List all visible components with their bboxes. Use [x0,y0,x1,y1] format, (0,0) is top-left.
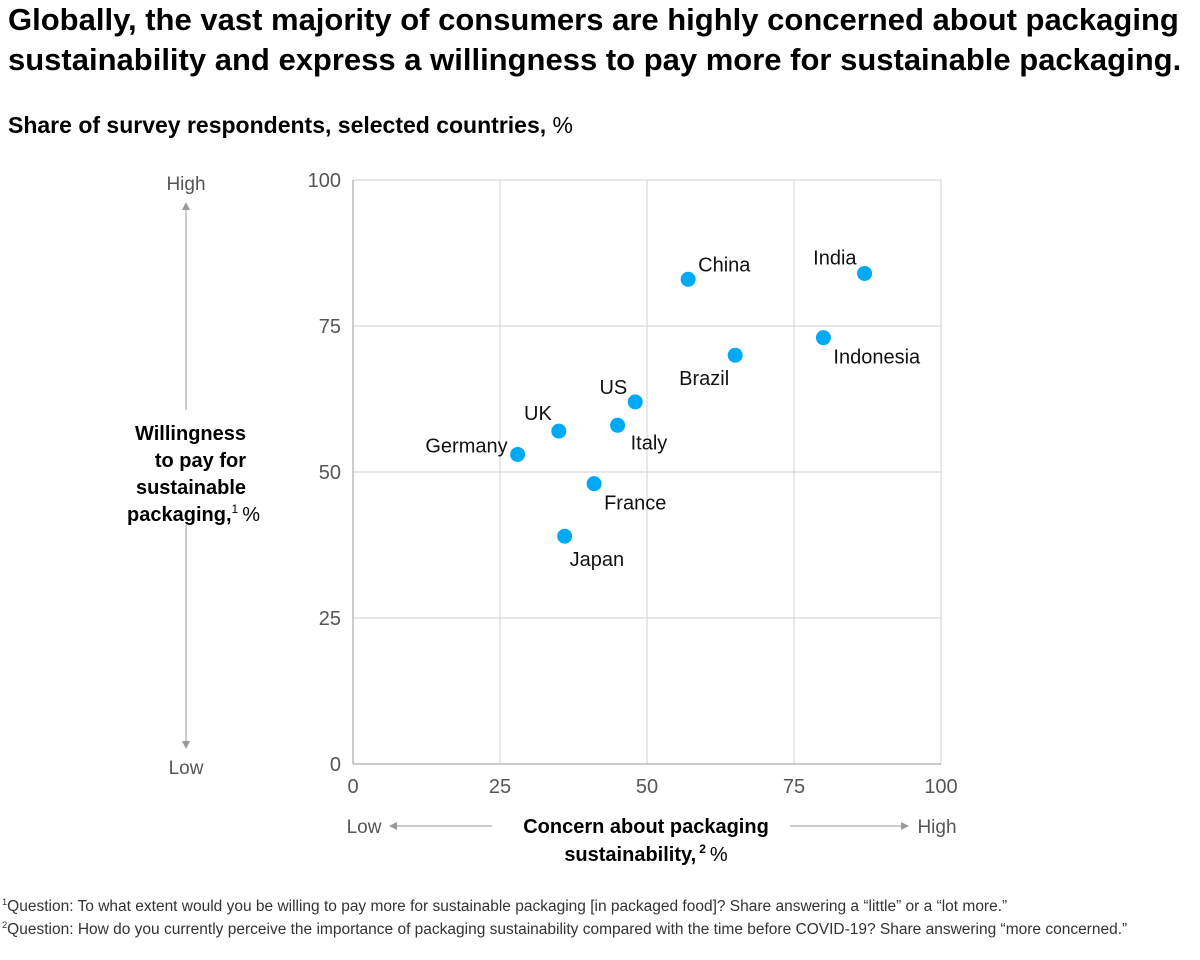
footnote-1: 1Question: To what extent would you be w… [2,893,1192,916]
y-tick-label-75: 75 [319,316,341,338]
data-point-uk [551,423,567,439]
chart-subtitle-text: Share of survey respondents, selected co… [8,112,547,138]
chart-title-line-1: Globally, the vast majority of consumers… [8,2,1179,37]
chart-subtitle: Share of survey respondents, selected co… [8,112,573,139]
y-axis-title: Willingness to pay for sustainable packa… [127,423,260,526]
data-label-india: India [813,247,857,269]
data-point-germany [510,446,526,462]
x-tick-label-0: 0 [347,776,358,798]
x-tick-label-100: 100 [924,776,957,798]
x-axis-title: Concern about packaging sustainability, 2… [523,816,769,866]
x-axis-title-line-1: Concern about packaging [523,816,769,838]
y-axis-title-line-2: to pay for [155,450,246,472]
footnote-1-text: Question: To what extent would you be wi… [7,898,1008,916]
data-label-uk: UK [524,403,552,425]
chart-title: Globally, the vast majority of consumers… [8,0,1198,80]
y-axis-low-label: Low [169,758,204,779]
data-point-indonesia [815,330,831,346]
y-tick-label-50: 50 [319,462,341,484]
y-axis-title-word: packaging, [127,504,231,526]
data-label-china: China [698,254,751,276]
y-axis-title-line-4: packaging,1% [127,502,260,526]
data-label-france: France [604,493,666,515]
footnote-2-marker: 2 [2,920,8,931]
y-tick-label-100: 100 [308,170,341,192]
y-axis-title-unit: % [242,504,260,526]
x-tick-label-25: 25 [489,776,511,798]
y-tick-label-25: 25 [319,608,341,630]
data-point-china [680,271,696,287]
data-point-france [586,476,602,492]
y-tick-label-0: 0 [330,754,341,776]
footnote-1-marker: 1 [2,897,8,907]
x-axis-title-word: sustainability, [564,844,696,866]
chart-subtitle-unit: % [552,112,573,138]
chart-title-line-2: sustainability and express a willingness… [8,42,1182,77]
y-axis-high-label: High [166,174,205,195]
y-axis-title-line-3: sustainable [136,477,246,499]
data-point-brazil [727,347,743,363]
data-label-japan: Japan [570,549,625,571]
x-tick-label-50: 50 [636,776,658,798]
data-point-japan [557,528,573,544]
data-label-us: US [599,377,627,399]
data-points: China India Indonesia Brazil US Italy UK German… [425,247,921,571]
x-axis-high-label: High [917,817,956,838]
data-point-italy [610,417,626,433]
data-label-germany: Germany [425,435,507,457]
axis-ticks: 0 25 50 75 100 0 25 50 75 100 [308,170,958,798]
footnotes: 1Question: To what extent would you be w… [2,893,1192,939]
data-point-india [857,265,873,281]
y-axis-title-footnote-ref: 1 [232,502,239,516]
data-label-indonesia: Indonesia [833,347,921,369]
y-axis-title-line-1: Willingness [135,423,246,445]
footnote-2-text: Question: How do you currently perceive … [7,921,1128,939]
footnote-2: 2Question: How do you currently perceive… [2,916,1192,939]
x-axis-title-footnote-ref: 2 [699,842,706,856]
grid-lines [352,179,942,765]
data-point-us [627,394,643,410]
scatter-chart: 0 25 50 75 100 0 25 50 75 100 China India Indonesia… [127,170,958,866]
x-axis-title-line-2: sustainability, 2% [564,842,728,866]
x-axis-title-unit: % [710,844,728,866]
data-label-brazil: Brazil [679,368,729,390]
data-label-italy: Italy [631,432,668,454]
x-tick-label-75: 75 [783,776,805,798]
x-axis-low-label: Low [347,817,382,838]
